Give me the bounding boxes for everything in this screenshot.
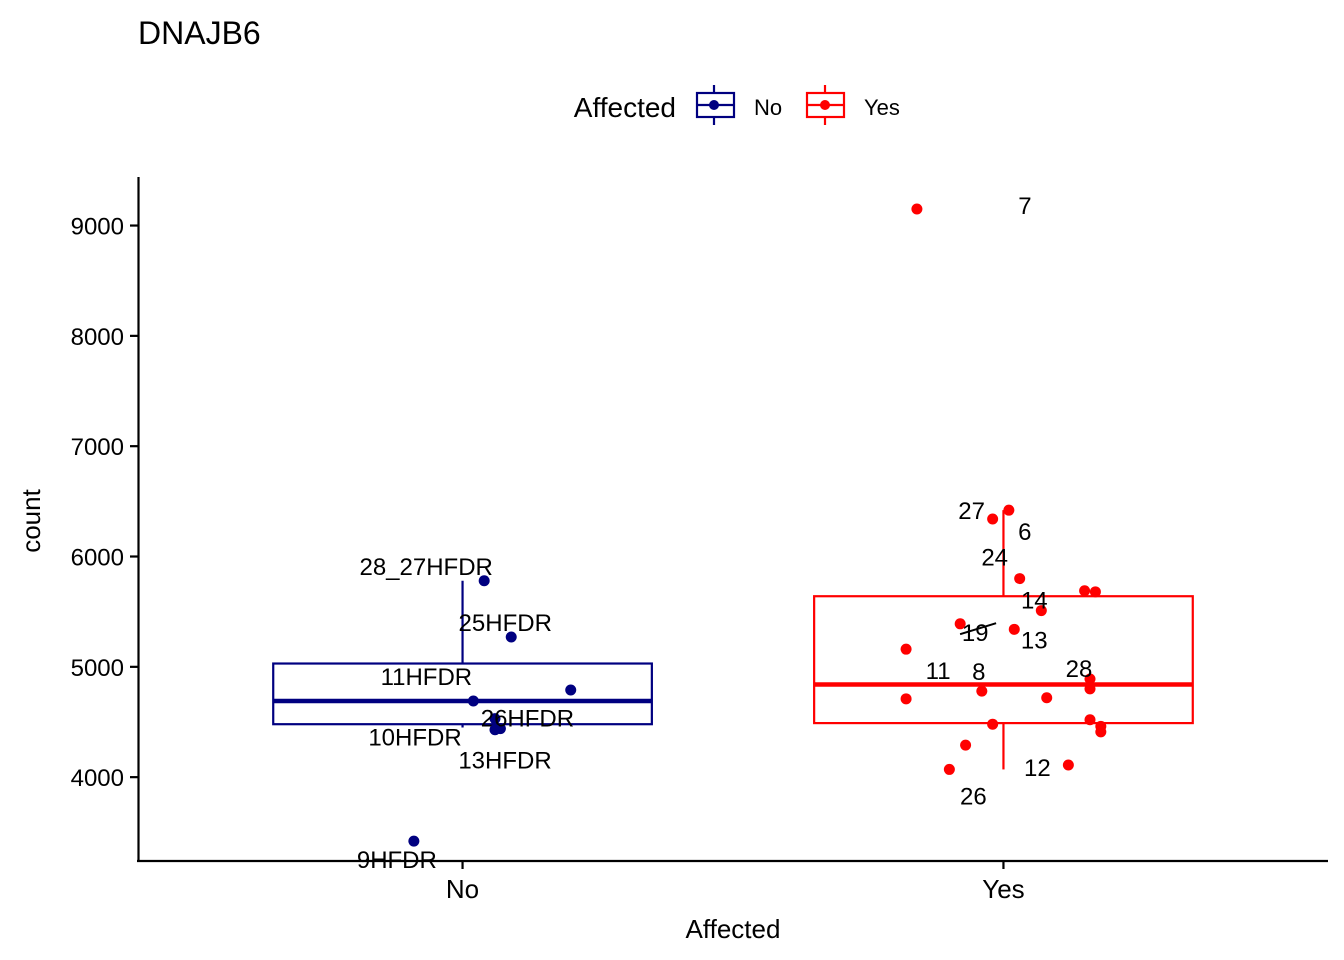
point-label-no-9HFDR: 9HFDR (357, 847, 437, 874)
point-no-10HFDR (489, 713, 501, 725)
point-label-yes-14: 14 (1021, 588, 1048, 615)
point-no-9HFDR (408, 835, 420, 847)
x-axis-title: Affected (686, 914, 781, 944)
point-yes-19 (960, 739, 972, 751)
x-axis: No Yes (137, 859, 1328, 904)
point-label-yes-7: 7 (1018, 193, 1031, 220)
chart-title: DNAJB6 (138, 15, 261, 51)
point-label-yes-8: 8 (972, 659, 985, 686)
y-tick-label-4000: 4000 (71, 765, 124, 792)
point-no-2 (565, 684, 577, 696)
point-yes-11 (900, 643, 912, 655)
legend-key-no (695, 85, 736, 125)
point-label-yes-12: 12 (1024, 755, 1051, 782)
point-label-no-10HFDR: 10HFDR (368, 725, 461, 752)
legend-label-no: No (754, 95, 782, 120)
y-tick-label-6000: 6000 (71, 545, 124, 572)
label-leader-line-11 (959, 622, 997, 636)
x-tick-label-yes: Yes (982, 874, 1024, 904)
legend-title: Affected (574, 92, 676, 123)
point-no-28_27HFDR (478, 575, 490, 587)
point-label-yes-13: 13 (1021, 627, 1048, 654)
plot-area: 28_27HFDR25HFDR11HFDR10HFDR26HFDR13HFDR9… (272, 193, 1194, 874)
point-label-yes-28: 28 (1066, 656, 1093, 683)
point-yes-13 (1008, 623, 1020, 635)
point-yes-8 (976, 685, 988, 697)
point-label-no-11HFDR: 11HFDR (381, 664, 473, 691)
box-yes (813, 595, 1194, 725)
x-tick-label-no: No (446, 874, 479, 904)
legend-key-yes (805, 85, 846, 125)
point-yes-12 (1062, 759, 1074, 771)
legend-label-yes: Yes (864, 95, 900, 120)
point-yes-13 (1041, 692, 1053, 704)
point-yes-14 (900, 693, 912, 705)
point-yes-18 (1095, 726, 1107, 738)
point-no-13HFDR (489, 724, 501, 736)
point-yes-4 (1079, 585, 1091, 597)
point-yes-28 (1084, 673, 1096, 685)
point-yes-24 (1014, 573, 1026, 585)
point-label-no-13HFDR: 13HFDR (458, 748, 551, 775)
point-label-yes-26: 26 (960, 783, 987, 810)
point-label-yes-6: 6 (1018, 519, 1031, 546)
y-tick-label-8000: 8000 (71, 324, 124, 351)
point-yes-15 (1084, 714, 1096, 726)
legend: Affected No Yes (574, 85, 900, 125)
point-yes-27 (987, 513, 999, 525)
point-yes-26 (943, 763, 955, 775)
point-label-yes-27: 27 (958, 498, 985, 525)
point-no-11HFDR (467, 695, 479, 707)
point-yes-7 (911, 203, 923, 215)
y-tick-label-7000: 7000 (71, 434, 124, 461)
point-yes-6 (1003, 504, 1015, 516)
box-no (272, 662, 653, 726)
y-tick-label-5000: 5000 (71, 655, 124, 682)
point-label-no-25HFDR: 25HFDR (459, 610, 552, 637)
point-label-yes-24: 24 (981, 545, 1008, 572)
series-no: 28_27HFDR25HFDR11HFDR10HFDR26HFDR13HFDR9… (272, 554, 653, 874)
point-label-yes-11: 11 (926, 658, 951, 685)
point-no-25HFDR (505, 631, 517, 643)
y-axis: 4000 5000 6000 7000 8000 9000 (71, 177, 140, 861)
y-axis-title: count (16, 488, 46, 552)
point-yes-11 (1084, 683, 1096, 695)
point-yes-19 (954, 618, 966, 630)
point-label-no-28_27HFDR: 28_27HFDR (359, 554, 492, 581)
point-yes-16 (987, 718, 999, 730)
y-tick-label-9000: 9000 (71, 214, 124, 241)
point-yes-5 (1089, 586, 1101, 598)
point-yes-14 (1035, 605, 1047, 617)
